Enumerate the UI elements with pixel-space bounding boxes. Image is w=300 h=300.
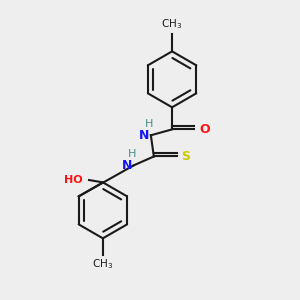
Text: CH$_3$: CH$_3$ xyxy=(92,257,113,271)
Text: N: N xyxy=(139,129,149,142)
Text: O: O xyxy=(199,123,209,136)
Text: HO: HO xyxy=(64,175,82,185)
Text: H: H xyxy=(128,149,136,159)
Text: CH$_3$: CH$_3$ xyxy=(161,17,183,31)
Text: H: H xyxy=(145,119,154,129)
Text: N: N xyxy=(122,159,132,172)
Text: S: S xyxy=(182,150,190,163)
